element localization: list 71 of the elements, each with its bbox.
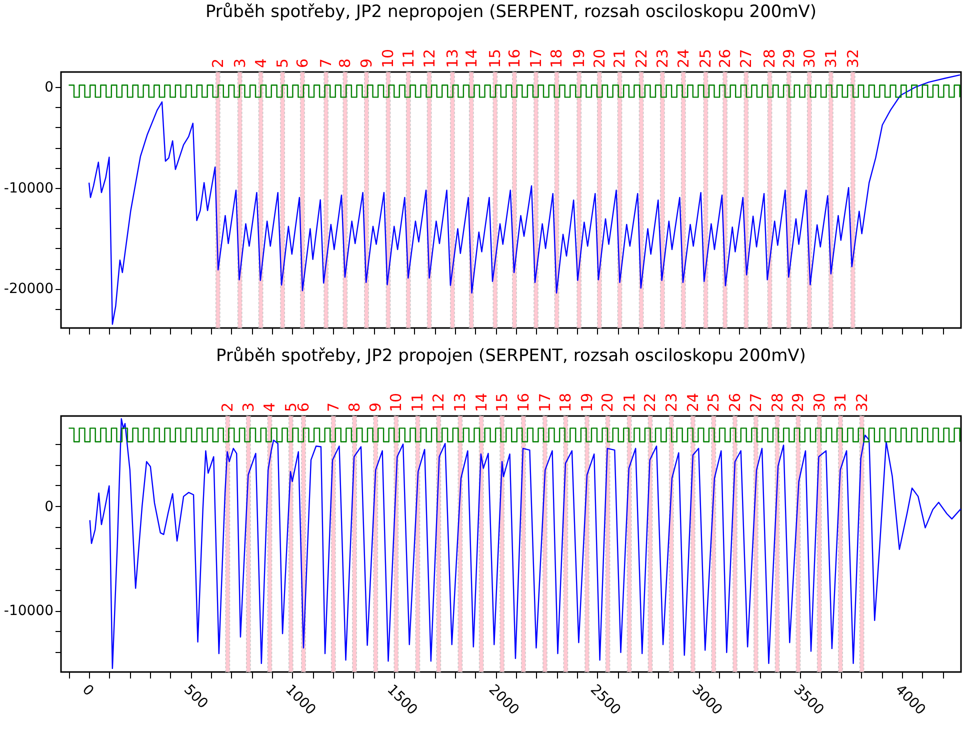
band-label: 29 — [780, 48, 798, 68]
band-label: 31 — [822, 48, 840, 68]
band-label: 11 — [399, 48, 418, 68]
band-label: 16 — [514, 392, 532, 412]
band-label: 16 — [505, 48, 524, 68]
x-tick-label: 500 — [180, 682, 211, 712]
band-label: 25 — [704, 392, 723, 412]
band-label: 22 — [641, 392, 660, 412]
band-label: 2 — [208, 58, 227, 68]
band-label: 22 — [632, 48, 650, 68]
band-label: 19 — [570, 48, 588, 68]
band-label: 15 — [493, 392, 512, 412]
band-label: 24 — [674, 48, 692, 68]
band-label: 23 — [653, 48, 672, 68]
band-label: 26 — [726, 392, 744, 412]
band-label: 20 — [598, 392, 617, 412]
band-label: 13 — [451, 392, 470, 412]
band-label: 28 — [768, 392, 786, 412]
band-label: 3 — [230, 58, 249, 68]
line-series — [89, 418, 961, 670]
band-label: 4 — [252, 58, 270, 68]
line-series — [88, 74, 961, 325]
band-label: 18 — [548, 48, 566, 68]
band-label: 17 — [527, 48, 545, 68]
band-label: 8 — [345, 402, 364, 412]
band-label: 7 — [324, 402, 342, 412]
band-label: 10 — [387, 392, 406, 412]
band-label: 12 — [420, 48, 438, 68]
x-tick-label: 0 — [78, 682, 97, 700]
y-tick-label: 0 — [44, 80, 54, 96]
band-label: 24 — [684, 392, 702, 412]
y-tick-label: -10000 — [4, 180, 54, 196]
band-label: 31 — [831, 392, 850, 412]
band-label: 10 — [379, 48, 398, 68]
band-label: 5 — [274, 58, 292, 68]
band-label: 3 — [239, 402, 258, 412]
band-label: 14 — [462, 48, 480, 68]
band-label: 18 — [556, 392, 575, 412]
band-label: 14 — [472, 392, 490, 412]
band-label: 19 — [578, 392, 596, 412]
band-label: 4 — [260, 402, 279, 412]
band-label: 15 — [486, 48, 504, 68]
band-label: 11 — [408, 392, 427, 412]
band-label: 12 — [430, 392, 448, 412]
band-label: 9 — [366, 402, 385, 412]
band-label: 23 — [662, 392, 680, 412]
band-label: 20 — [590, 48, 608, 68]
band-label: 13 — [443, 48, 462, 68]
band-label: 30 — [800, 48, 818, 68]
chart-title: Průběh spotřeby, JP2 propojen (SERPENT, rozsah osciloskopu 200mV) — [216, 346, 806, 366]
y-tick-label: 0 — [44, 498, 54, 515]
band-label: 21 — [620, 392, 638, 412]
band-label: 17 — [536, 392, 554, 412]
band-label: 7 — [317, 58, 336, 68]
band-label: 27 — [746, 392, 765, 412]
band-label: 2 — [218, 402, 237, 412]
y-tick-label: -20000 — [4, 281, 54, 298]
band-label: 32 — [852, 392, 871, 412]
y-tick-label: -10000 — [4, 603, 54, 620]
band-label: 30 — [810, 392, 828, 412]
band-label: 21 — [610, 48, 629, 68]
band-label: 8 — [336, 58, 354, 68]
band-label: 9 — [357, 58, 376, 68]
band-label: 6 — [293, 58, 312, 68]
band-label: 29 — [789, 392, 808, 412]
band-label: 32 — [844, 48, 862, 68]
band-label: 25 — [696, 48, 715, 68]
band-label: 28 — [760, 48, 779, 68]
band-label: 26 — [716, 48, 734, 68]
band-label: 27 — [737, 48, 756, 68]
chart-title: Průběh spotřeby, JP2 nepropojen (SERPENT, rozsah osciloskopu 200mV) — [205, 2, 817, 22]
